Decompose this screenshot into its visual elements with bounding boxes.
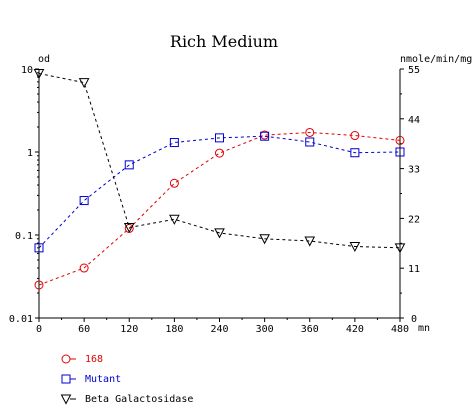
data-point (34, 280, 44, 290)
data-point (260, 131, 270, 141)
legend-marker (60, 394, 72, 405)
data-point (350, 131, 360, 141)
right-tick-label: 0 (411, 314, 417, 325)
legend-label: Beta Galactosidase (85, 394, 193, 405)
data-point (34, 243, 44, 253)
series-triangle (33, 69, 406, 254)
left-tick-label: 0.1 (15, 231, 33, 242)
legend-label: Mutant (85, 374, 121, 385)
data-point (259, 234, 270, 245)
series-line (38, 135, 401, 249)
right-axis-label: nmole/min/mg (400, 54, 472, 65)
x-tick-label: 480 (391, 324, 409, 335)
data-point (169, 138, 179, 148)
data-point (305, 127, 315, 137)
data-point (78, 78, 90, 89)
data-point (169, 214, 180, 225)
data-point (349, 241, 361, 253)
data-point (123, 222, 135, 234)
x-tick-label: 300 (256, 324, 274, 335)
data-point (350, 148, 360, 158)
right-tick-label: 11 (408, 264, 420, 275)
right-tick-label: 55 (408, 65, 420, 76)
series-line (38, 73, 401, 249)
x-axis-label: mn (418, 323, 430, 334)
x-tick-label: 240 (210, 324, 228, 335)
right-tick-label: 33 (408, 165, 420, 176)
x-tick-label: 120 (120, 324, 138, 335)
series-square (34, 131, 405, 253)
legend: 168 Mutant Beta Galactosidase (60, 354, 193, 405)
data-point (215, 133, 224, 143)
left-tick-label: 0.01 (9, 314, 33, 325)
axes-group (38, 69, 401, 319)
x-tick-label: 360 (301, 324, 319, 335)
data-point (33, 69, 45, 80)
x-tick-label: 0 (36, 324, 42, 335)
data-point (79, 263, 89, 273)
data-point (304, 236, 316, 247)
data-point (305, 137, 315, 147)
legend-item: 168 (61, 354, 103, 365)
x-tick-label: 60 (78, 324, 90, 335)
x-tick-label: 420 (346, 324, 364, 335)
right-tick-label: 22 (408, 214, 420, 225)
data-point (124, 160, 134, 170)
ticks-group: 0.01 0.1 1 10 0 11 22 33 44 55 0 60 120 180 240 300 360 4… (9, 65, 420, 335)
data-point (395, 135, 405, 145)
legend-marker (61, 354, 71, 364)
legend-item: Mutant (61, 374, 121, 385)
series-group (33, 69, 406, 290)
legend-label: 168 (85, 354, 103, 365)
x-tick-label: 180 (165, 324, 183, 335)
series-line (38, 131, 401, 286)
data-point (214, 228, 225, 239)
left-axis-label: od (38, 54, 50, 65)
data-point (169, 178, 179, 188)
left-tick-label: 10 (21, 65, 33, 76)
series-circle (34, 127, 405, 290)
data-point (394, 243, 406, 254)
right-tick-label: 44 (408, 115, 420, 126)
data-point (79, 196, 89, 206)
data-point (215, 148, 224, 158)
chart-title: Rich Medium (170, 32, 278, 51)
legend-marker (61, 374, 71, 384)
legend-item: Beta Galactosidase (60, 394, 193, 405)
data-point (395, 147, 405, 157)
left-tick-label: 1 (27, 148, 33, 159)
